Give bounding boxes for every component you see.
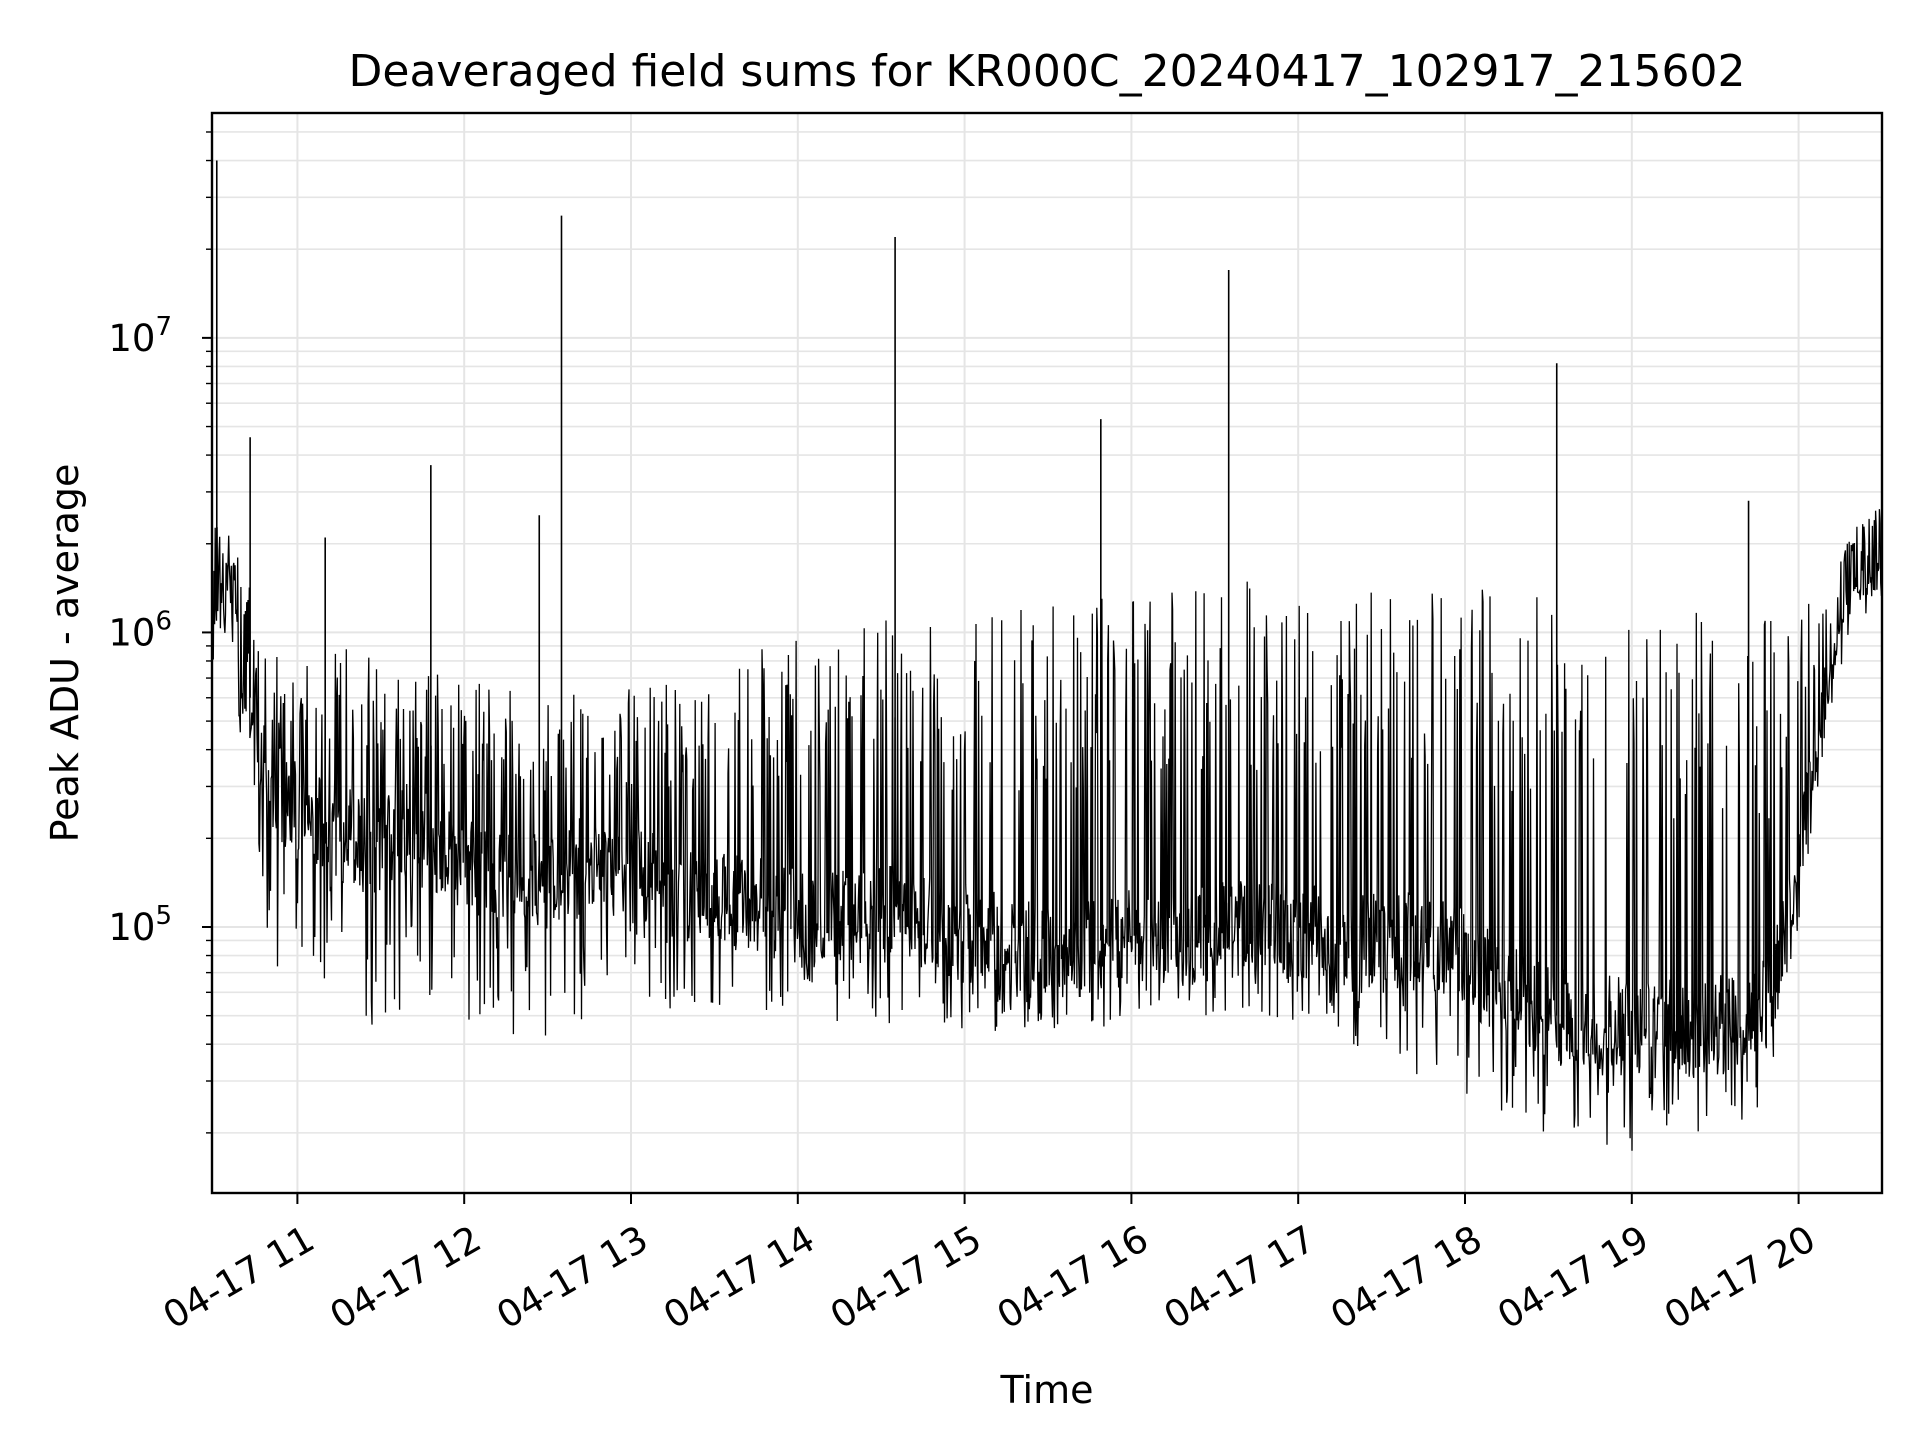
spike-layer [215, 160, 1750, 1018]
y-tick-label: 105 [108, 901, 172, 949]
series-area [211, 509, 1883, 1151]
data-series-line [211, 509, 1883, 1151]
y-tick-label: 107 [108, 312, 172, 360]
x-axis-label: Time [1000, 1368, 1094, 1412]
chart-title: Deaveraged field sums for KR000C_2024041… [349, 46, 1746, 97]
y-tick-label: 106 [108, 606, 172, 654]
y-axis-label: Peak ADU - average [43, 464, 87, 843]
y-axis-ticks: 105 106 107 [108, 131, 212, 1134]
plot-frame [210, 111, 1884, 1195]
